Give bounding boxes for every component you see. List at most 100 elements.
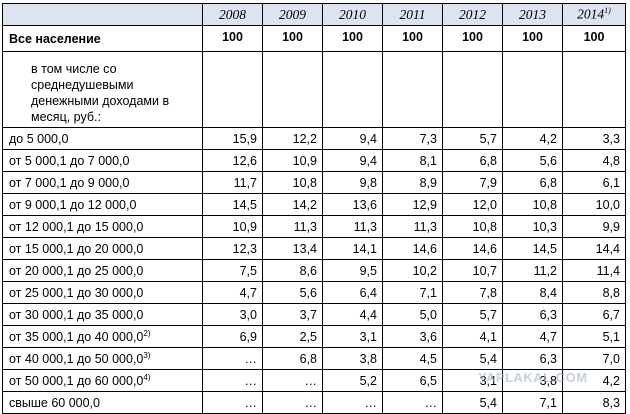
value-cell: 7,1 xyxy=(382,281,443,304)
year-header-2011: 2011 xyxy=(382,3,443,26)
value-cell: 6,3 xyxy=(502,347,563,370)
income-bracket-label: от 30 000,1 до 35 000,0 xyxy=(2,303,203,326)
table-row: от 12 000,1 до 15 000,0 10,9 11,3 11,3 11,3 1… xyxy=(2,215,626,238)
empty-cell xyxy=(202,51,263,128)
value-cell: 10,8 xyxy=(502,193,563,216)
value-cell: 8,6 xyxy=(262,259,323,282)
value-cell: 5,7 xyxy=(442,127,503,150)
empty-cell xyxy=(442,51,503,128)
value-cell: 11,3 xyxy=(322,215,383,238)
value-cell: 5,4 xyxy=(442,391,503,414)
value-cell: 11,7 xyxy=(202,171,263,194)
value-cell: 10,0 xyxy=(562,193,626,216)
value-cell: 6,1 xyxy=(562,171,626,194)
value-cell: 12,0 xyxy=(442,193,503,216)
subheading-row: в том числе со среднедушевыми денежными … xyxy=(2,51,626,128)
value-cell: 4,4 xyxy=(322,303,383,326)
income-bracket-label: до 5 000,0 xyxy=(2,127,203,150)
income-bracket-label: свыше 60 000,0 xyxy=(2,391,203,414)
empty-cell xyxy=(382,51,443,128)
empty-cell xyxy=(262,51,323,128)
total-cell: 100 xyxy=(502,25,563,52)
total-cell: 100 xyxy=(382,25,443,52)
value-cell: 14,1 xyxy=(322,237,383,260)
value-cell: … xyxy=(382,391,443,414)
income-bracket-label: от 50 000,1 до 60 000,04) xyxy=(2,369,203,392)
value-cell: 6,8 xyxy=(502,171,563,194)
empty-cell xyxy=(562,51,626,128)
value-cell: 9,5 xyxy=(322,259,383,282)
value-cell: 12,6 xyxy=(202,149,263,172)
value-cell: 6,9 xyxy=(202,325,263,348)
subheading-label: в том числе со среднедушевыми денежными … xyxy=(2,51,203,128)
total-population-label: Все население xyxy=(2,25,203,52)
value-cell: 10,8 xyxy=(262,171,323,194)
value-cell: 12,2 xyxy=(262,127,323,150)
table-row: от 40 000,1 до 50 000,03)… 6,8 3,8 4,5 5,4 6,… xyxy=(2,347,626,370)
value-cell: 5,6 xyxy=(502,149,563,172)
value-cell: 8,9 xyxy=(382,171,443,194)
value-cell: 10,3 xyxy=(502,215,563,238)
value-cell: … xyxy=(262,369,323,392)
income-table-container: 2008 2009 2010 2011 2012 2013 20141) Все… xyxy=(2,3,626,414)
value-cell: 3,7 xyxy=(262,303,323,326)
income-bracket-label: от 5 000,1 до 7 000,0 xyxy=(2,149,203,172)
income-bracket-label: от 25 000,1 до 30 000,0 xyxy=(2,281,203,304)
value-cell: 6,8 xyxy=(442,149,503,172)
value-cell: 3,1 xyxy=(442,369,503,392)
year-header-2013: 2013 xyxy=(502,3,563,26)
value-cell: 8,1 xyxy=(382,149,443,172)
value-cell: 7,0 xyxy=(562,347,626,370)
value-cell: 4,5 xyxy=(382,347,443,370)
value-cell: 6,5 xyxy=(382,369,443,392)
year-header-2012: 2012 xyxy=(442,3,503,26)
total-population-row: Все население 100 100 100 100 100 100 10… xyxy=(2,25,626,52)
value-cell: 4,7 xyxy=(502,325,563,348)
income-bracket-label: от 35 000,1 до 40 000,02) xyxy=(2,325,203,348)
value-cell: 14,5 xyxy=(202,193,263,216)
total-cell: 100 xyxy=(322,25,383,52)
value-cell: 5,0 xyxy=(382,303,443,326)
empty-cell xyxy=(502,51,563,128)
income-bracket-label: от 15 000,1 до 20 000,0 xyxy=(2,237,203,260)
value-cell: … xyxy=(202,391,263,414)
year-header-2009: 2009 xyxy=(262,3,323,26)
value-cell: … xyxy=(262,391,323,414)
value-cell: 14,2 xyxy=(262,193,323,216)
value-cell: 4,2 xyxy=(562,369,626,392)
footnote-mark: 2) xyxy=(143,328,151,338)
table-row: от 9 000,1 до 12 000,0 14,5 14,2 13,6 12,9 12… xyxy=(2,193,626,216)
value-cell: 12,3 xyxy=(202,237,263,260)
income-bracket-label: от 12 000,1 до 15 000,0 xyxy=(2,215,203,238)
income-distribution-table: 2008 2009 2010 2011 2012 2013 20141) Все… xyxy=(2,3,626,414)
value-cell: 12,9 xyxy=(382,193,443,216)
value-cell: 10,8 xyxy=(442,215,503,238)
value-cell: 11,3 xyxy=(382,215,443,238)
value-cell: 9,9 xyxy=(562,215,626,238)
income-bracket-rows: до 5 000,0 15,9 12,2 9,4 7,3 5,7 4,2 3,3 от 5 00… xyxy=(2,127,626,414)
value-cell: 7,8 xyxy=(442,281,503,304)
value-cell: 14,5 xyxy=(502,237,563,260)
value-cell: 10,7 xyxy=(442,259,503,282)
value-cell: 9,4 xyxy=(322,127,383,150)
value-cell: 8,4 xyxy=(502,281,563,304)
value-cell: 7,1 xyxy=(502,391,563,414)
value-cell: 4,8 xyxy=(562,149,626,172)
income-bracket-label: от 7 000,1 до 9 000,0 xyxy=(2,171,203,194)
value-cell: 5,6 xyxy=(262,281,323,304)
year-header-2014: 20141) xyxy=(562,3,626,26)
value-cell: 6,7 xyxy=(562,303,626,326)
value-cell: 14,4 xyxy=(562,237,626,260)
value-cell: 3,3 xyxy=(562,127,626,150)
year-footnote-mark: 1) xyxy=(604,6,611,16)
value-cell: 10,9 xyxy=(262,149,323,172)
empty-cell xyxy=(322,51,383,128)
value-cell: 4,1 xyxy=(442,325,503,348)
income-bracket-label: от 9 000,1 до 12 000,0 xyxy=(2,193,203,216)
value-cell: 13,4 xyxy=(262,237,323,260)
value-cell: 11,2 xyxy=(502,259,563,282)
value-cell: 3,6 xyxy=(382,325,443,348)
income-bracket-label: от 20 000,1 до 25 000,0 xyxy=(2,259,203,282)
table-row: свыше 60 000,0………… 5,4 7,1 8,3 xyxy=(2,391,626,414)
table-row: от 25 000,1 до 30 000,0 4,7 5,6 6,4 7,1 7,8 8,… xyxy=(2,281,626,304)
